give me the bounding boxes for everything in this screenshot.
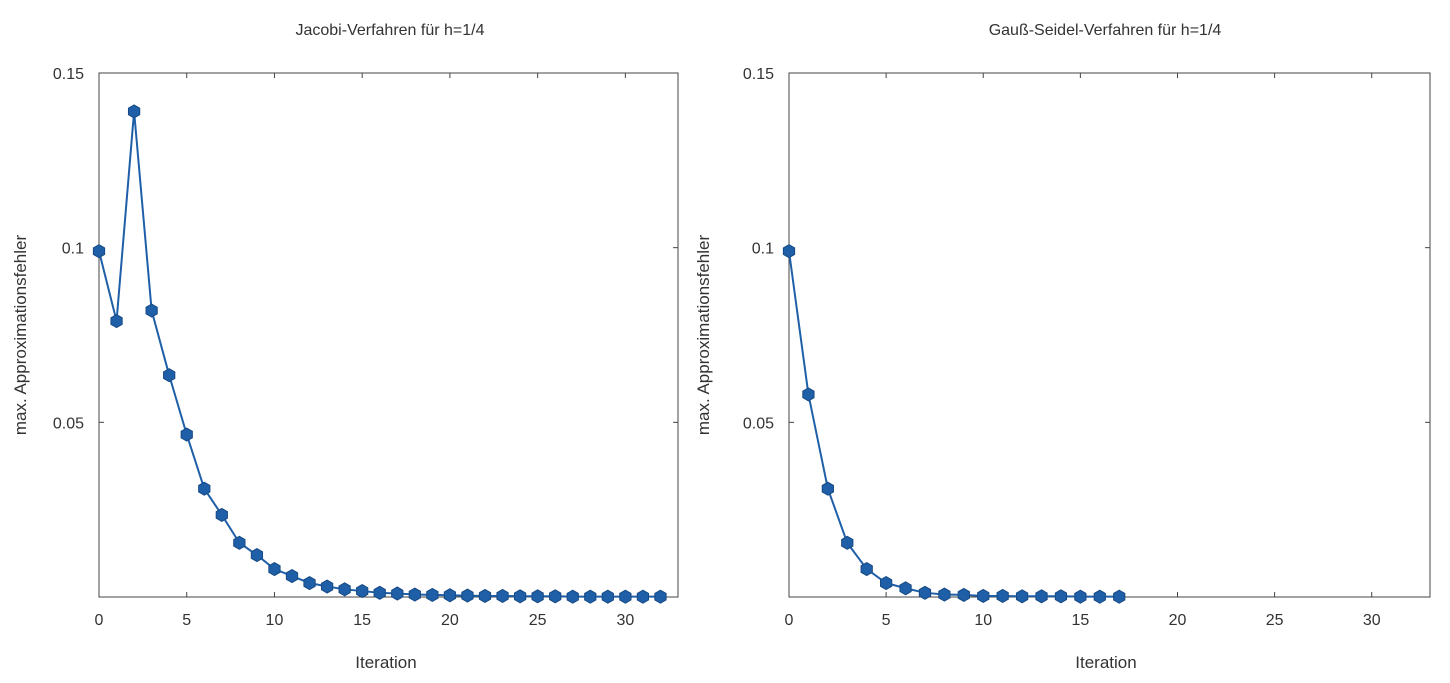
x-tick-label: 10	[974, 612, 992, 629]
x-tick-label: 0	[95, 612, 104, 629]
y-tick-label: 0.1	[62, 241, 84, 258]
x-tick-label: 30	[1363, 612, 1381, 629]
data-point	[110, 313, 123, 329]
data-series	[782, 244, 1126, 604]
data-point	[478, 588, 492, 604]
data-point	[918, 585, 932, 600]
data-point	[1113, 589, 1126, 604]
chart-jacobi: Jacobi-Verfahren für h=1/4 max. Approxim…	[11, 22, 679, 672]
chart-title: Gauß-Seidel-Verfahren für h=1/4	[989, 22, 1222, 39]
data-point	[782, 244, 796, 259]
data-point	[841, 535, 854, 550]
x-tick-label: 5	[182, 612, 191, 629]
x-axis-label: Iteration	[355, 653, 416, 672]
data-point	[1093, 589, 1106, 604]
x-tick-label: 20	[1169, 612, 1187, 629]
data-point	[198, 481, 211, 496]
x-tick-label: 15	[1071, 612, 1089, 629]
data-point	[654, 589, 667, 604]
x-tick-label: 15	[353, 612, 371, 629]
data-point	[461, 588, 474, 603]
data-point	[549, 589, 562, 604]
x-tick-label: 25	[529, 612, 547, 629]
x-tick-label: 30	[616, 612, 634, 629]
series-line	[98, 111, 661, 598]
data-point	[977, 588, 990, 604]
plot-area	[98, 72, 679, 598]
data-point	[285, 568, 299, 584]
x-tick-label: 0	[785, 612, 794, 629]
data-point	[636, 589, 650, 604]
data-point	[566, 589, 579, 604]
y-axis-label: max. Approximationsfehler	[694, 235, 713, 436]
data-point	[268, 561, 281, 577]
data-point	[320, 579, 334, 594]
data-point	[215, 507, 228, 522]
y-tick-label: 0.1	[752, 241, 774, 258]
data-point	[802, 387, 815, 402]
data-point	[443, 588, 457, 603]
data-series	[92, 104, 667, 604]
data-point	[899, 581, 912, 596]
x-tick-label: 20	[441, 612, 459, 629]
chart-title: Jacobi-Verfahren für h=1/4	[295, 22, 484, 39]
data-point	[1035, 589, 1048, 604]
data-point	[233, 535, 246, 550]
y-tick-label: 0.15	[743, 66, 774, 83]
data-point	[408, 587, 421, 602]
data-point	[338, 582, 351, 597]
data-point	[996, 588, 1009, 604]
axis-ticks: 0 5 10 15 20 25 30 0.05 0.1 0.15	[743, 66, 1430, 629]
data-point	[531, 589, 544, 604]
y-tick-label: 0.15	[53, 66, 84, 83]
data-point	[619, 589, 632, 604]
data-point	[879, 575, 893, 591]
data-point	[163, 368, 176, 383]
y-axis-label: max. Approximationsfehler	[11, 235, 30, 436]
data-point	[356, 583, 369, 599]
data-point	[250, 548, 264, 563]
y-tick-label: 0.05	[53, 415, 84, 432]
data-point	[513, 589, 527, 604]
data-point	[860, 561, 873, 577]
data-point	[938, 587, 951, 602]
x-tick-label: 5	[882, 612, 891, 629]
chart-gauss-seidel: Gauß-Seidel-Verfahren für h=1/4 max. App…	[694, 22, 1431, 672]
x-tick-label: 25	[1266, 612, 1284, 629]
data-point	[373, 585, 386, 600]
data-point	[1054, 589, 1068, 604]
data-point	[584, 589, 597, 604]
data-point	[1074, 589, 1087, 604]
data-point	[1015, 589, 1029, 604]
data-point	[957, 587, 970, 602]
data-point	[127, 104, 141, 119]
x-axis-label: Iteration	[1075, 653, 1136, 672]
axis-ticks: 0 5 10 15 20 25 30 0.05 0.1 0.15	[53, 66, 678, 629]
data-point	[303, 575, 316, 591]
data-point	[426, 587, 439, 602]
data-point	[92, 244, 106, 259]
series-line	[788, 251, 1120, 598]
data-point	[821, 481, 834, 496]
y-tick-label: 0.05	[743, 415, 774, 432]
x-tick-label: 10	[266, 612, 284, 629]
data-point	[180, 427, 193, 442]
plot-area	[788, 72, 1431, 598]
data-point	[496, 588, 509, 604]
data-point	[391, 586, 404, 601]
data-point	[601, 589, 614, 604]
data-point	[145, 303, 158, 318]
